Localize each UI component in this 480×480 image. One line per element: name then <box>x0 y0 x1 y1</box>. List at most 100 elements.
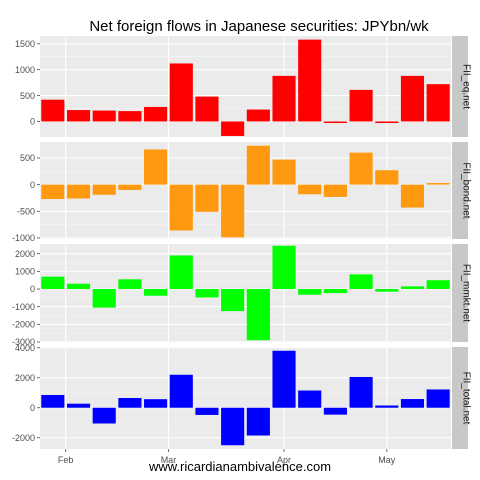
x-tick-label: May <box>378 455 396 465</box>
y-tick-label: 1000 <box>15 65 35 75</box>
bar <box>400 75 425 122</box>
y-tick-label: -500 <box>17 206 35 216</box>
y-tick-label: -1000 <box>12 302 35 312</box>
y-tick-label: 1000 <box>15 267 35 277</box>
bar <box>272 245 296 290</box>
x-tick-label: Mar <box>161 455 177 465</box>
bar <box>246 109 270 122</box>
bar <box>349 274 373 290</box>
x-tick-label: Apr <box>277 455 291 465</box>
bar <box>41 99 65 122</box>
bar <box>66 283 91 290</box>
bar <box>298 390 322 408</box>
facet-panel: -3000 -2000 -1000 0 1000 2000 FII_mmkt.net <box>12 244 472 347</box>
chart-title: Net foreign flows in Japanese securities… <box>89 18 429 35</box>
bar <box>426 280 450 290</box>
y-tick-label: 4000 <box>15 343 35 353</box>
bar <box>426 183 450 185</box>
bar <box>298 289 322 295</box>
y-tick-label: 500 <box>20 153 35 163</box>
bar <box>118 279 142 290</box>
bar <box>323 184 347 197</box>
facet-strip <box>452 244 468 342</box>
y-tick-label: 0 <box>30 180 35 190</box>
chart-caption: www.ricardianambivalence.com <box>148 459 331 474</box>
bar <box>169 63 193 122</box>
bar <box>169 184 193 231</box>
bar <box>66 403 91 408</box>
bar <box>400 286 425 290</box>
facet-strip-label: FII_eq.net <box>461 64 472 109</box>
bar <box>169 374 193 408</box>
bar <box>375 289 399 292</box>
y-tick-label: -2000 <box>12 320 35 330</box>
bar <box>323 121 347 124</box>
bar <box>195 289 219 298</box>
facet-panel: -1000 -500 0 500 FII_bond.net <box>12 142 472 243</box>
bar <box>298 184 322 195</box>
y-tick-label: 2000 <box>15 373 35 383</box>
bar <box>426 84 450 122</box>
bar <box>375 121 399 124</box>
bar <box>118 111 142 122</box>
bar <box>144 106 168 122</box>
bar <box>221 289 245 312</box>
bar <box>118 398 142 408</box>
facet-strip-label: FII_bond.net <box>461 162 472 218</box>
facet-strip <box>452 142 468 239</box>
bar <box>221 184 245 238</box>
bar <box>92 407 116 424</box>
bar <box>144 289 168 296</box>
bar <box>323 407 347 415</box>
bar <box>400 399 425 408</box>
bar <box>195 407 219 415</box>
y-tick-label: 0 <box>30 117 35 127</box>
y-tick-label: 2000 <box>15 249 35 259</box>
facet-panels: 0 500 1000 1500 FII_eq.net -1000 -500 0 500 FII_b… <box>12 36 472 449</box>
y-tick-label: -1000 <box>12 233 35 243</box>
bar <box>349 89 373 122</box>
bar <box>375 170 399 185</box>
bar <box>169 255 193 290</box>
bar <box>92 110 116 122</box>
y-tick-label: -2000 <box>12 433 35 443</box>
facet-panel: 0 500 1000 1500 FII_eq.net <box>15 36 472 137</box>
bar <box>221 407 245 446</box>
facet-strip <box>452 347 468 449</box>
bar <box>400 184 425 208</box>
bar <box>349 152 373 185</box>
panel-background <box>40 347 451 449</box>
bar <box>246 407 270 436</box>
x-axis: Feb Mar Apr May <box>58 449 396 465</box>
x-tick-label: Feb <box>58 455 74 465</box>
bar <box>66 110 91 122</box>
y-tick-label: 0 <box>30 284 35 294</box>
y-tick-label: 1500 <box>15 39 35 49</box>
y-tick-label: -3000 <box>12 337 35 347</box>
bar <box>375 405 399 408</box>
facet-panel: -2000 0 2000 4000 FII_total.net <box>12 343 472 449</box>
bar <box>323 289 347 294</box>
y-tick-label: 500 <box>20 91 35 101</box>
bar <box>41 276 65 290</box>
bar <box>118 184 142 190</box>
facet-strip-label: FII_mmkt.net <box>461 264 472 323</box>
facet-strip-label: FII_total.net <box>461 372 472 425</box>
bar <box>246 289 270 341</box>
bar <box>92 184 116 195</box>
bar <box>144 399 168 408</box>
y-tick-label: 0 <box>30 403 35 413</box>
bar <box>66 184 91 199</box>
bar <box>41 184 65 200</box>
bar <box>272 350 296 408</box>
bar <box>221 121 245 136</box>
bar <box>272 159 296 185</box>
bar <box>195 184 219 212</box>
bar <box>144 149 168 185</box>
facet-strip <box>452 36 468 137</box>
bar <box>92 289 116 308</box>
bar <box>272 75 296 122</box>
bar <box>41 395 65 408</box>
bar <box>426 389 450 408</box>
